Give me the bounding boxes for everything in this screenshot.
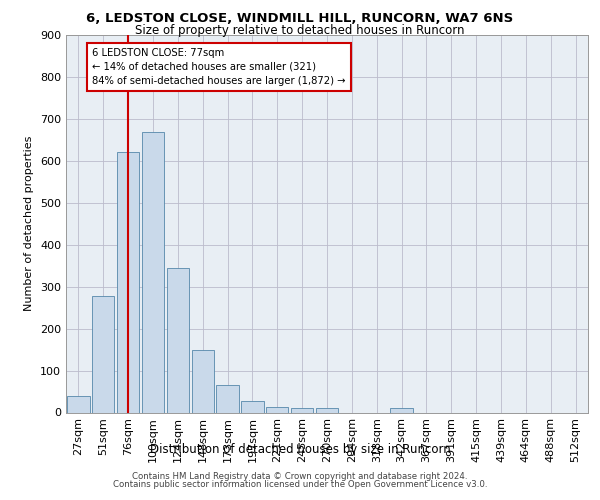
Bar (316, 408, 338, 412)
Bar (92, 296, 115, 412)
Bar (191, 350, 214, 412)
Bar (291, 408, 313, 412)
Text: Contains HM Land Registry data © Crown copyright and database right 2024.: Contains HM Land Registry data © Crown c… (132, 472, 468, 481)
Text: 6 LEDSTON CLOSE: 77sqm
← 14% of detached houses are smaller (321)
84% of semi-de: 6 LEDSTON CLOSE: 77sqm ← 14% of detached… (92, 48, 346, 86)
Text: 6, LEDSTON CLOSE, WINDMILL HILL, RUNCORN, WA7 6NS: 6, LEDSTON CLOSE, WINDMILL HILL, RUNCORN… (86, 12, 514, 26)
Bar (241, 401, 263, 412)
Text: Size of property relative to detached houses in Runcorn: Size of property relative to detached ho… (135, 24, 465, 37)
Y-axis label: Number of detached properties: Number of detached properties (25, 136, 34, 312)
Bar (167, 268, 189, 412)
Text: Distribution of detached houses by size in Runcorn: Distribution of detached houses by size … (149, 442, 451, 456)
Bar (266, 407, 289, 412)
Bar (142, 132, 164, 412)
Bar (117, 152, 139, 412)
Bar (217, 385, 239, 412)
Text: Contains public sector information licensed under the Open Government Licence v3: Contains public sector information licen… (113, 480, 487, 489)
Bar (391, 408, 413, 412)
Bar (67, 396, 89, 412)
